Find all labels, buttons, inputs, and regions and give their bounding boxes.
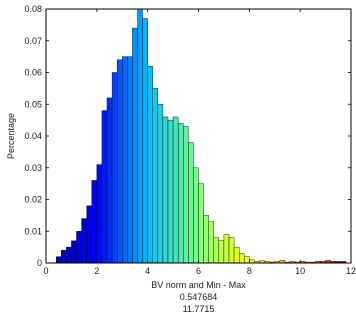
x-tick-label: 2 — [94, 266, 99, 276]
bar — [188, 142, 194, 264]
bar — [55, 256, 62, 264]
bar — [228, 237, 235, 264]
x-tick-label: 0 — [43, 266, 48, 276]
bar — [147, 65, 153, 264]
y-tick-label: 0 — [37, 258, 42, 268]
bar — [116, 59, 123, 264]
x-axis-label: BV norm and Min - Max — [151, 280, 246, 290]
bar — [198, 183, 204, 264]
bar — [177, 123, 184, 264]
bar — [91, 180, 98, 264]
y-tick-label: 0.04 — [24, 131, 42, 141]
bar — [86, 205, 92, 264]
bar — [233, 246, 240, 264]
bar — [208, 221, 214, 264]
bar — [162, 116, 169, 264]
x-tick-label: 8 — [247, 266, 252, 276]
bars-group — [55, 8, 347, 264]
bar — [213, 237, 220, 264]
bar — [238, 253, 245, 264]
bar — [71, 240, 77, 264]
x-tick-label: 12 — [346, 266, 356, 276]
y-tick-label: 0.05 — [24, 99, 42, 109]
bar — [152, 88, 159, 264]
bar — [203, 215, 209, 264]
bar — [76, 231, 82, 264]
bar — [218, 240, 225, 264]
bar — [106, 97, 113, 264]
x-tick-label: 6 — [196, 266, 201, 276]
bar — [66, 246, 72, 264]
bar — [193, 167, 199, 264]
bar — [244, 256, 250, 264]
bar — [81, 218, 87, 264]
y-tick-label: 0.06 — [24, 68, 42, 78]
bar — [127, 56, 133, 264]
y-tick-label: 0.07 — [24, 36, 42, 46]
bar — [111, 72, 118, 264]
y-axis-ticks: 0 0.01 0.02 0.03 0.04 0.05 0.06 0.07 0.08 — [24, 4, 351, 268]
bar — [137, 8, 143, 264]
bar — [101, 110, 108, 264]
bar — [61, 250, 67, 264]
x-axis-ticks: 0 2 4 6 8 10 12 — [43, 9, 356, 276]
x-tick-label: 10 — [295, 266, 305, 276]
bar — [96, 164, 103, 264]
bar — [167, 119, 174, 264]
y-tick-label: 0.01 — [24, 226, 42, 236]
bar — [157, 104, 164, 264]
bar — [142, 18, 148, 264]
bar — [132, 27, 138, 264]
y-tick-label: 0.08 — [24, 4, 42, 14]
y-tick-label: 0.02 — [24, 195, 42, 205]
annotation-min: 0.547684 — [180, 292, 218, 302]
bar — [122, 56, 128, 264]
annotation-max: 11.7715 — [183, 304, 215, 314]
bar — [172, 116, 179, 264]
y-tick-label: 0.03 — [24, 163, 42, 173]
bar — [223, 234, 230, 264]
bar — [183, 126, 189, 264]
y-axis-label: Percentage — [6, 113, 16, 159]
x-tick-label: 4 — [145, 266, 150, 276]
